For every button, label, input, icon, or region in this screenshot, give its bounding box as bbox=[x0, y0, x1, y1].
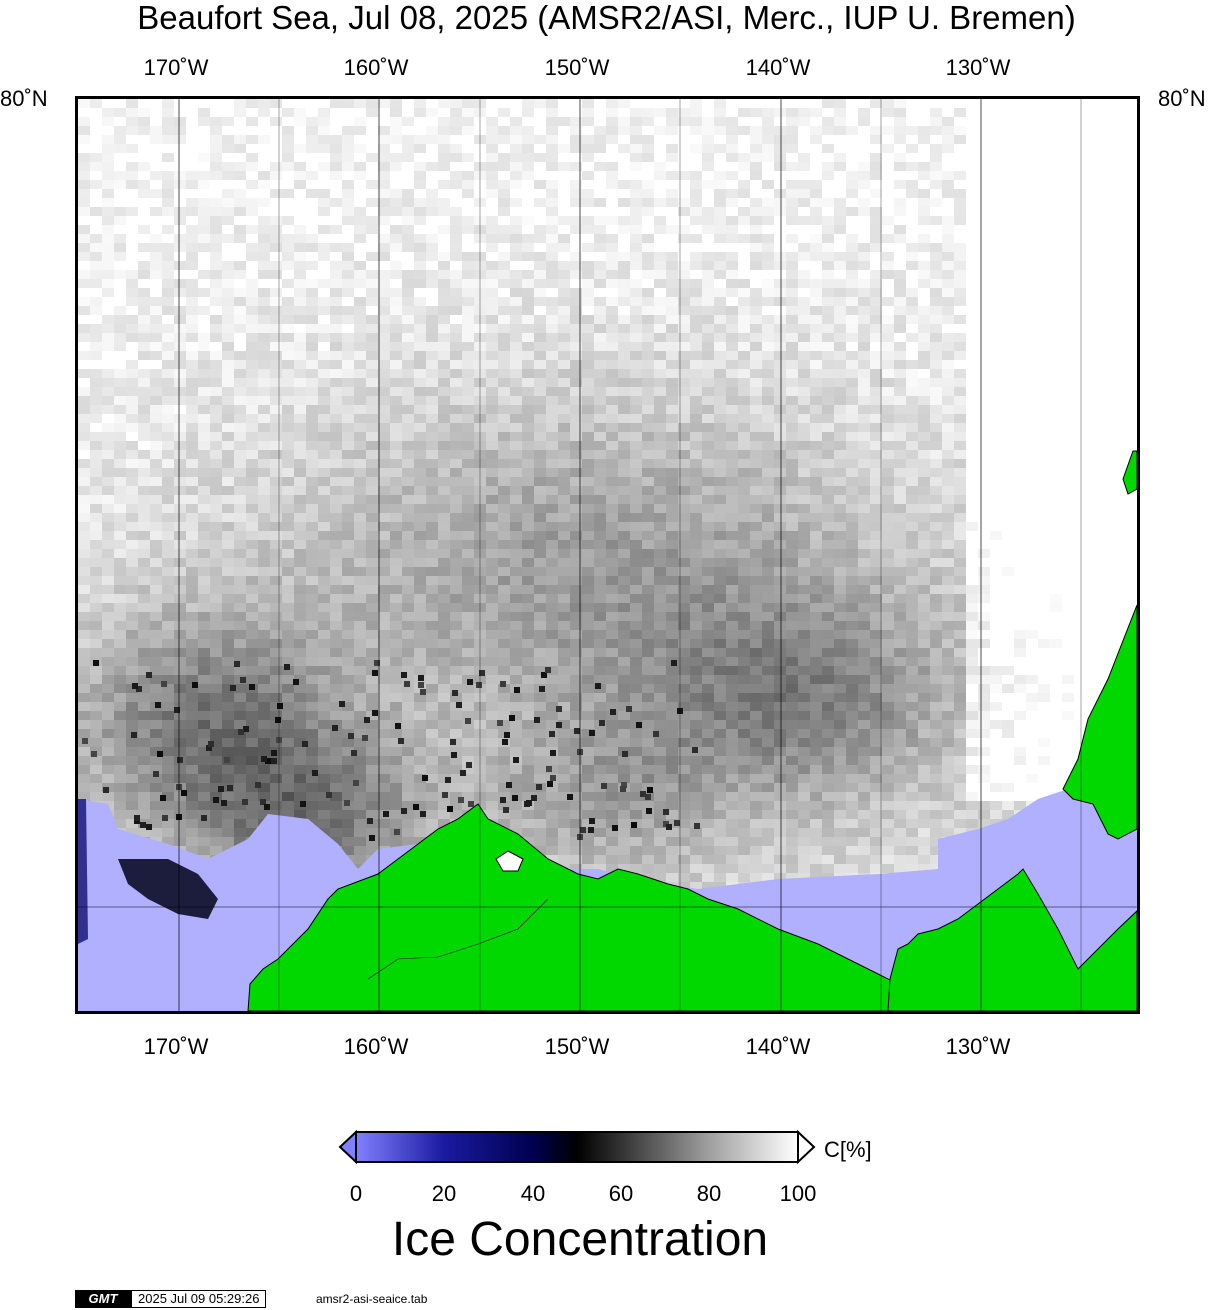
colorbar-max-arrow bbox=[797, 1129, 816, 1165]
colorbar-title: Ice Concentration bbox=[391, 1213, 769, 1266]
timestamp: 2025 Jul 09 05:29:26 bbox=[131, 1290, 267, 1308]
bottom-lon-label-150w: 150˚W bbox=[544, 1034, 610, 1059]
gmt-logo: GMT bbox=[75, 1290, 131, 1308]
ice-concentration-map bbox=[75, 96, 1140, 1014]
bottom-lon-label-170w: 170˚W bbox=[143, 1034, 209, 1059]
top-lon-label-140w: 140˚W bbox=[745, 55, 811, 80]
prince-patrick-island bbox=[1122, 450, 1137, 495]
top-lon-label-130w: 130˚W bbox=[945, 55, 1011, 80]
colorbar-tick-40: 40 bbox=[520, 1181, 546, 1206]
map-canvas bbox=[78, 99, 1137, 1011]
top-lon-label-170w: 170˚W bbox=[143, 55, 209, 80]
colorbar-gradient bbox=[355, 1131, 799, 1163]
bottom-lon-label-160w: 160˚W bbox=[343, 1034, 409, 1059]
graticule bbox=[78, 99, 1137, 1011]
colorbar-tick-60: 60 bbox=[608, 1181, 634, 1206]
low-ice-edge-west bbox=[78, 799, 88, 944]
top-lon-label-160w: 160˚W bbox=[343, 55, 409, 80]
colorbar-min-arrow bbox=[338, 1129, 357, 1165]
colorbar-tick-100: 100 bbox=[779, 1181, 817, 1206]
colorbar-tick-20: 20 bbox=[431, 1181, 457, 1206]
alaska-north-slope bbox=[247, 803, 939, 1011]
right-lat-label-80n: 80˚N bbox=[1158, 86, 1206, 111]
bottom-lon-label-130w: 130˚W bbox=[945, 1034, 1011, 1059]
map-title: Beaufort Sea, Jul 08, 2025 (AMSR2/ASI, M… bbox=[137, 0, 1076, 36]
colorbar bbox=[338, 1129, 816, 1165]
top-lon-label-150w: 150˚W bbox=[544, 55, 610, 80]
colorbar-unit: C[%] bbox=[824, 1137, 872, 1162]
banks-island bbox=[1062, 604, 1137, 840]
land-masses bbox=[247, 450, 1137, 1011]
source-file: amsr2-asi-seaice.tab bbox=[316, 1292, 428, 1306]
colorbar-tick-80: 80 bbox=[696, 1181, 722, 1206]
land-boundary-line bbox=[367, 898, 549, 980]
teshekpuk-lake bbox=[495, 850, 524, 872]
bottom-lon-label-140w: 140˚W bbox=[745, 1034, 811, 1059]
colorbar-tick-0: 0 bbox=[349, 1181, 363, 1206]
left-lat-label-80n: 80˚N bbox=[0, 86, 48, 111]
mackenzie-delta-coast bbox=[887, 868, 1137, 1011]
dark-ice-pocket-west bbox=[118, 859, 218, 919]
